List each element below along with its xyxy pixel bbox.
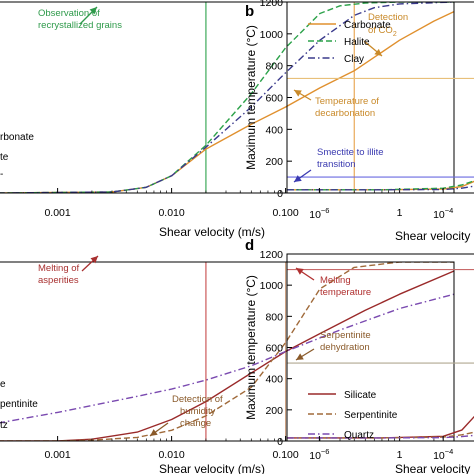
panel-d-ytick-label-3: 600	[265, 343, 283, 355]
panel-d-xlabel: Shear velocity (m/s)	[395, 462, 474, 474]
panel-a-legend-label-2: -	[0, 169, 3, 180]
panel-d-chart: 10−610−40Shear velocity (m/s)02004006008…	[244, 237, 474, 474]
panel-c-annotation-1-line-0: Detection of	[172, 394, 223, 405]
panel-a-annotation-1-line-1: of CO2	[368, 25, 397, 38]
panel-c-annotation-0-arrow-head	[90, 256, 98, 264]
panel-d-letter: d	[245, 237, 254, 254]
panel-a-annotation-0-arrow-head	[89, 7, 97, 15]
panel-c-xtick-label-1: 0.010	[158, 449, 184, 461]
panel-b-annotation-1-line-0: Smectite to illite	[317, 147, 384, 158]
panel-b-letter: b	[245, 3, 254, 20]
panel-c-xtick-label-0: 0.001	[44, 449, 70, 461]
panel-d-xtick-label-1: 10−4	[433, 447, 453, 462]
panel-b-ytick-label-2: 400	[265, 124, 283, 136]
panel-d-ytick-label-4: 800	[265, 311, 283, 323]
panel-a-annotation-0-line-0: Observation of	[38, 8, 100, 19]
panel-c-xlabel: Shear velocity (m/s)	[159, 462, 265, 474]
panel-b-ylabel: Maximum temperature (°C)	[244, 25, 258, 170]
panel-b-annotation-0-line-0: Temperature of	[315, 96, 379, 107]
panel-d-annotation-1-arrow-head	[296, 353, 304, 360]
panel-a-xtick-label-3: 1	[397, 207, 403, 219]
panel-d-ytick-label-6: 1200	[260, 249, 284, 261]
panel-c-chart: 0.001 0.010 0.100 1 Shear velocity (m/s) e pen…	[0, 255, 455, 474]
panel-b-legend-label-1: Halite	[344, 37, 370, 48]
panel-d-ytick-label-1: 200	[265, 405, 283, 417]
panel-a-annotation-1-line-0: Detection	[368, 12, 408, 23]
panel-d-ytick-label-5: 1000	[260, 280, 284, 292]
panel-d-ylabel: Maximum temperature (°C)	[244, 275, 258, 420]
panel-b-chart: 10−610−40Shear velocity (m/s)02004006008…	[244, 0, 474, 243]
panel-a-xtick-label-1: 0.010	[158, 207, 184, 219]
panel-a-series-1	[0, 2, 454, 193]
panel-c-legend-label-1: pentinite	[0, 399, 38, 410]
panel-c-annotation-0-line-0: Melting of	[38, 263, 80, 274]
panel-b-xtick-label-0: 10−6	[309, 206, 329, 221]
panel-c-annotation-1-arrow-head	[150, 429, 158, 436]
panel-b-ytick-label-0: 0	[277, 188, 283, 200]
panel-b-xlabel: Shear velocity (m/s)	[395, 229, 474, 243]
panel-b-annotation-1-arrow-head	[294, 175, 302, 182]
panel-d-ytick-label-0: 0	[277, 436, 283, 448]
panel-b-series-2	[287, 185, 474, 191]
panel-c-xtick-label-3: 1	[397, 449, 403, 461]
panel-c-xtick-label-2: 0.100	[272, 449, 298, 461]
panel-d-annotation-0-line-0: Melting	[320, 275, 351, 286]
panel-d-xtick-label-0: 10−6	[309, 447, 329, 462]
panel-b-annotation-1-line-1: transition	[317, 159, 356, 170]
panel-c-annotation-1-line-2: change	[180, 418, 211, 429]
panel-b-legend-label-2: Clay	[344, 54, 364, 65]
panel-a-xtick-label-0: 0.001	[44, 207, 70, 219]
panel-d-legend-label-0: Silicate	[344, 390, 377, 401]
panel-b-ytick-label-5: 1000	[260, 29, 284, 41]
panel-d-annotation-1-line-1: dehydration	[320, 342, 370, 353]
panel-c-series-0	[0, 270, 454, 441]
panel-a-annotation-0-line-1: recrystallized grains	[38, 20, 122, 31]
panel-b-ytick-label-6: 1200	[260, 0, 284, 9]
panel-d-annotation-0-line-1: temperature	[320, 287, 371, 298]
panel-d-annotation-0-arrow-head	[296, 268, 304, 275]
panel-c-legend-label-2: tz	[0, 420, 8, 431]
panel-c-annotation-0-line-1: asperities	[38, 275, 79, 286]
panel-a-legend-label-0: rbonate	[0, 132, 34, 143]
panel-b-ytick-label-3: 600	[265, 93, 283, 105]
panel-d-ytick-label-2: 400	[265, 374, 283, 386]
panel-b-annotation-0-line-1: decarbonation	[315, 108, 375, 119]
panel-b-ytick-label-1: 200	[265, 156, 283, 168]
panel-b-annotation-0-arrow-head	[294, 90, 302, 97]
panel-d-series-0	[287, 415, 474, 439]
panel-b-ytick-label-4: 800	[265, 61, 283, 73]
panel-c-legend-label-0: e	[0, 379, 6, 390]
panel-c-series-1	[0, 262, 454, 441]
panel-a-chart: 0.001 0.010 0.100 1 Shear velocity (m/s) rbon…	[0, 1, 455, 239]
panel-a-xtick-label-2: 0.100	[272, 207, 298, 219]
panel-a-series-2	[0, 2, 454, 193]
panel-b-legend-label-0: Carbonate	[344, 20, 391, 31]
panel-a-xlabel: Shear velocity (m/s)	[159, 225, 265, 239]
panel-c-annotation-1-line-1: humidity	[180, 406, 216, 417]
panel-a-series-0	[0, 10, 454, 193]
panel-b-xtick-label-1: 10−4	[433, 206, 453, 221]
panel-d-legend-label-1: Serpentinite	[344, 410, 398, 421]
panel-d-legend-label-2: Quartz	[344, 430, 374, 441]
panel-c-series-2	[0, 293, 454, 424]
panel-b-series-0	[287, 180, 474, 191]
panel-d-annotation-1-line-0: Serpentinite	[320, 330, 371, 341]
panel-a-legend-label-1: te	[0, 152, 9, 163]
panel-a-annotation-1-arrow-head	[374, 48, 382, 56]
panel-b-series-1	[287, 180, 474, 191]
